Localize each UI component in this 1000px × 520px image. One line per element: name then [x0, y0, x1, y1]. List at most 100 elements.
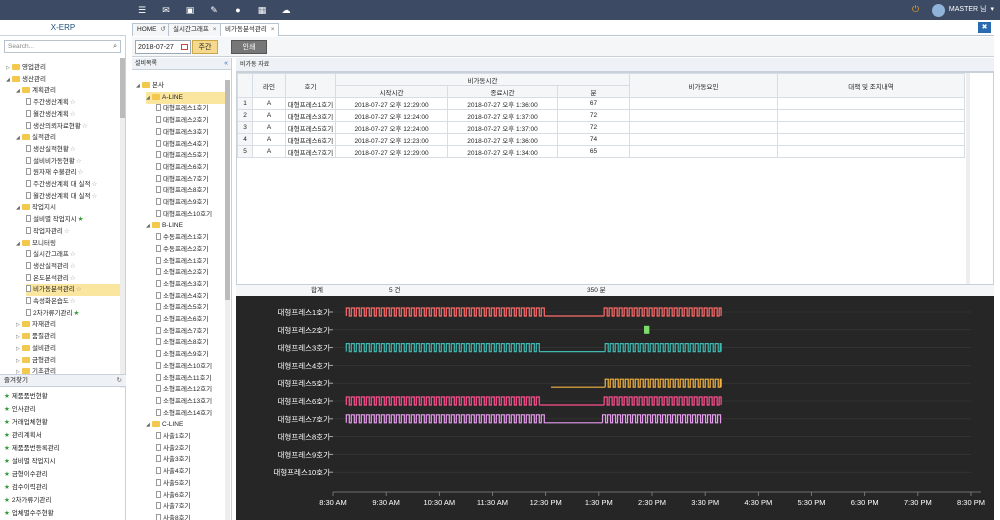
favorite-star-icon[interactable]: ★ [73, 309, 80, 317]
menu-tree-item[interactable]: ▷ 영업관리 [6, 62, 46, 74]
col-header-minutes[interactable]: 분 [557, 85, 630, 98]
expand-toggle-icon[interactable]: ▷ [16, 357, 20, 364]
favorite-item[interactable]: ★ 인사관리 [4, 403, 36, 416]
equipment-tree-item[interactable]: 사출7호기 [156, 501, 191, 513]
favorite-star-icon[interactable]: ☆ [77, 169, 84, 177]
cloud-icon[interactable]: ☁ [281, 5, 291, 15]
menu-tree-item[interactable]: 2차가류기관리★ [26, 308, 79, 320]
equipment-tree-item[interactable]: 소형프레스5호기 [156, 302, 208, 314]
menu-tree-item[interactable]: 월간생산계획☆ [26, 109, 76, 121]
favorite-item[interactable]: ★ 검수이력관리 [4, 481, 48, 494]
menu-tree-item[interactable]: ◢ 생산관리 [6, 74, 46, 86]
expand-toggle-icon[interactable]: ▷ [16, 322, 20, 329]
expand-toggle-icon[interactable]: ◢ [136, 83, 140, 89]
equipment-tree-item[interactable]: 대형프레스9호기 [156, 197, 208, 209]
table-row[interactable]: 3 A 대형프레스5호기 2018-07-27 오후 12:24:00 2018-07-… [237, 121, 965, 134]
favorite-star-icon[interactable]: ☆ [69, 274, 76, 282]
equipment-tree-item[interactable]: 소형프레스3호기 [156, 279, 208, 291]
equipment-tree-item[interactable]: ◢ A-LINE [146, 91, 228, 104]
menu-tree-item[interactable]: 생산의뢰자료현황☆ [26, 121, 88, 133]
favorite-star-icon[interactable]: ☆ [69, 99, 76, 107]
equipment-tree-item[interactable]: 대형프레스2호기 [156, 115, 208, 127]
favorite-item[interactable]: ★ 설비별 작업지시 [4, 455, 56, 468]
favorite-star-icon[interactable]: ★ [77, 216, 84, 224]
menu-tree-item[interactable]: 주간생산계획☆ [26, 97, 76, 109]
favorite-item[interactable]: ★ 금형이수관리 [4, 468, 48, 481]
table-row[interactable]: 5 A 대형프레스7호기 2018-07-27 오후 12:29:00 2018-07-… [237, 145, 965, 158]
menu-tree-item[interactable]: 온도분석관리☆ [26, 273, 76, 285]
menu-tree-item[interactable]: ▷ 설비관리 [16, 343, 56, 355]
equipment-tree-item[interactable]: 사출6호기 [156, 490, 191, 502]
equipment-tree-item[interactable]: 소형프레스12호기 [156, 384, 212, 396]
menu-tree-item[interactable]: 작업자관리☆ [26, 226, 70, 238]
expand-toggle-icon[interactable]: ◢ [16, 205, 20, 212]
refresh-icon[interactable]: ↺ [160, 26, 166, 33]
equipment-tree-item[interactable]: 수동프레스2호기 [156, 244, 208, 256]
expand-toggle-icon[interactable]: ◢ [16, 88, 20, 95]
menu-tree-item[interactable]: 비가동분석관리☆ [26, 284, 120, 297]
equipment-tree-item[interactable]: 수동프레스1호기 [156, 232, 208, 244]
calendar-icon[interactable] [181, 44, 188, 50]
favorite-item[interactable]: ★ 관리계획서 [4, 429, 42, 442]
grid-scrollbar[interactable] [966, 73, 970, 293]
equipment-tree-item[interactable]: 소형프레스14호기 [156, 408, 212, 420]
col-header-line[interactable]: 라인 [252, 73, 286, 98]
col-header-machine[interactable]: 호기 [285, 73, 336, 98]
close-all-tabs-button[interactable]: ✖ [978, 22, 991, 33]
equipment-tree-item[interactable]: 소형프레스4호기 [156, 291, 208, 303]
refresh-icon[interactable]: ↻ [116, 377, 122, 384]
menu-tree-item[interactable]: 생산실적관리☆ [26, 261, 76, 273]
equipment-tree-item[interactable]: 소형프레스6호기 [156, 314, 208, 326]
equipment-tree-item[interactable]: 소형프레스7호기 [156, 326, 208, 338]
equipment-tree-item[interactable]: 소형프레스8호기 [156, 337, 208, 349]
collapse-icon[interactable]: « [224, 60, 228, 67]
equipment-tree-item[interactable]: 사출4호기 [156, 466, 191, 478]
favorite-star-icon[interactable]: ☆ [63, 227, 70, 235]
close-icon[interactable]: × [270, 26, 275, 33]
menu-tree-item[interactable]: ◢ 작업지시 [16, 202, 56, 214]
favorite-star-icon[interactable]: ☆ [81, 122, 88, 130]
expand-toggle-icon[interactable]: ◢ [16, 135, 20, 142]
favorite-item[interactable]: ★ 제품품번현황 [4, 390, 48, 403]
close-icon[interactable]: × [212, 26, 217, 33]
mail-icon[interactable]: ✉ [162, 5, 170, 15]
col-header-action[interactable]: 대책 및 조치내역 [777, 73, 965, 98]
menu-tree-item[interactable]: 실시간그래프☆ [26, 249, 76, 261]
expand-toggle-icon[interactable]: ▷ [16, 369, 20, 376]
menu-tree-item[interactable]: 생산실적현황☆ [26, 144, 76, 156]
sidebar-scrollbar[interactable] [120, 58, 125, 388]
equipment-tree-item[interactable]: 사출1호기 [156, 431, 191, 443]
table-row[interactable]: 4 A 대형프레스6호기 2018-07-27 오후 12:23:00 2018-07-… [237, 133, 965, 146]
col-header-end[interactable]: 종료시간 [447, 85, 558, 98]
week-button[interactable]: 주간 [192, 40, 218, 54]
expand-toggle-icon[interactable]: ◢ [146, 223, 150, 230]
favorite-item[interactable]: ★ 2차가류기관리 [4, 494, 51, 507]
search-input[interactable]: Search... ⌕ [4, 40, 121, 53]
menu-tree-item[interactable]: 설비비가동현황☆ [26, 156, 82, 168]
power-icon[interactable]: ⏻ [912, 4, 920, 14]
table-row[interactable]: 2 A 대형프레스3호기 2018-07-27 오후 12:24:00 2018-07-… [237, 109, 965, 122]
expand-toggle-icon[interactable]: ◢ [146, 94, 150, 101]
favorite-star-icon[interactable]: ☆ [69, 262, 76, 270]
equipment-tree-item[interactable]: 대형프레스1호기 [156, 103, 208, 115]
table-row[interactable]: 1 A 대형프레스1호기 2018-07-27 오후 12:29:00 2018-07-… [237, 97, 965, 110]
equipment-tree-item[interactable]: 사출8호기 [156, 513, 191, 520]
edit-icon[interactable]: ✎ [210, 5, 218, 15]
col-header-start[interactable]: 시작시간 [335, 85, 448, 98]
equipment-tree-item[interactable]: ◢ C-LINE [146, 419, 183, 431]
favorite-star-icon[interactable]: ☆ [75, 157, 82, 165]
equipment-tree-item[interactable]: 대형프레스5호기 [156, 150, 208, 162]
equipment-tree-item[interactable]: 사출5호기 [156, 478, 191, 490]
equipment-tree-item[interactable]: 대형프레스6호기 [156, 162, 208, 174]
menu-tree-item[interactable]: ▷ 품질관리 [16, 331, 56, 343]
equipment-tree-item[interactable]: 소형프레스13호기 [156, 396, 212, 408]
media-icon[interactable]: ▣ [185, 5, 195, 15]
equipment-tree-item[interactable]: 대형프레스3호기 [156, 127, 208, 139]
equipment-scrollbar[interactable] [225, 80, 230, 520]
equipment-tree-item[interactable]: 사출3호기 [156, 454, 191, 466]
equipment-tree-item[interactable]: 사출2호기 [156, 443, 191, 455]
equipment-tree-item[interactable]: ◢ 본사 [136, 80, 164, 92]
favorite-star-icon[interactable]: ☆ [69, 110, 76, 118]
menu-tree-item[interactable]: 원자재 수불관리☆ [26, 167, 84, 179]
favorite-item[interactable]: ★ 거래업체현황 [4, 416, 48, 429]
